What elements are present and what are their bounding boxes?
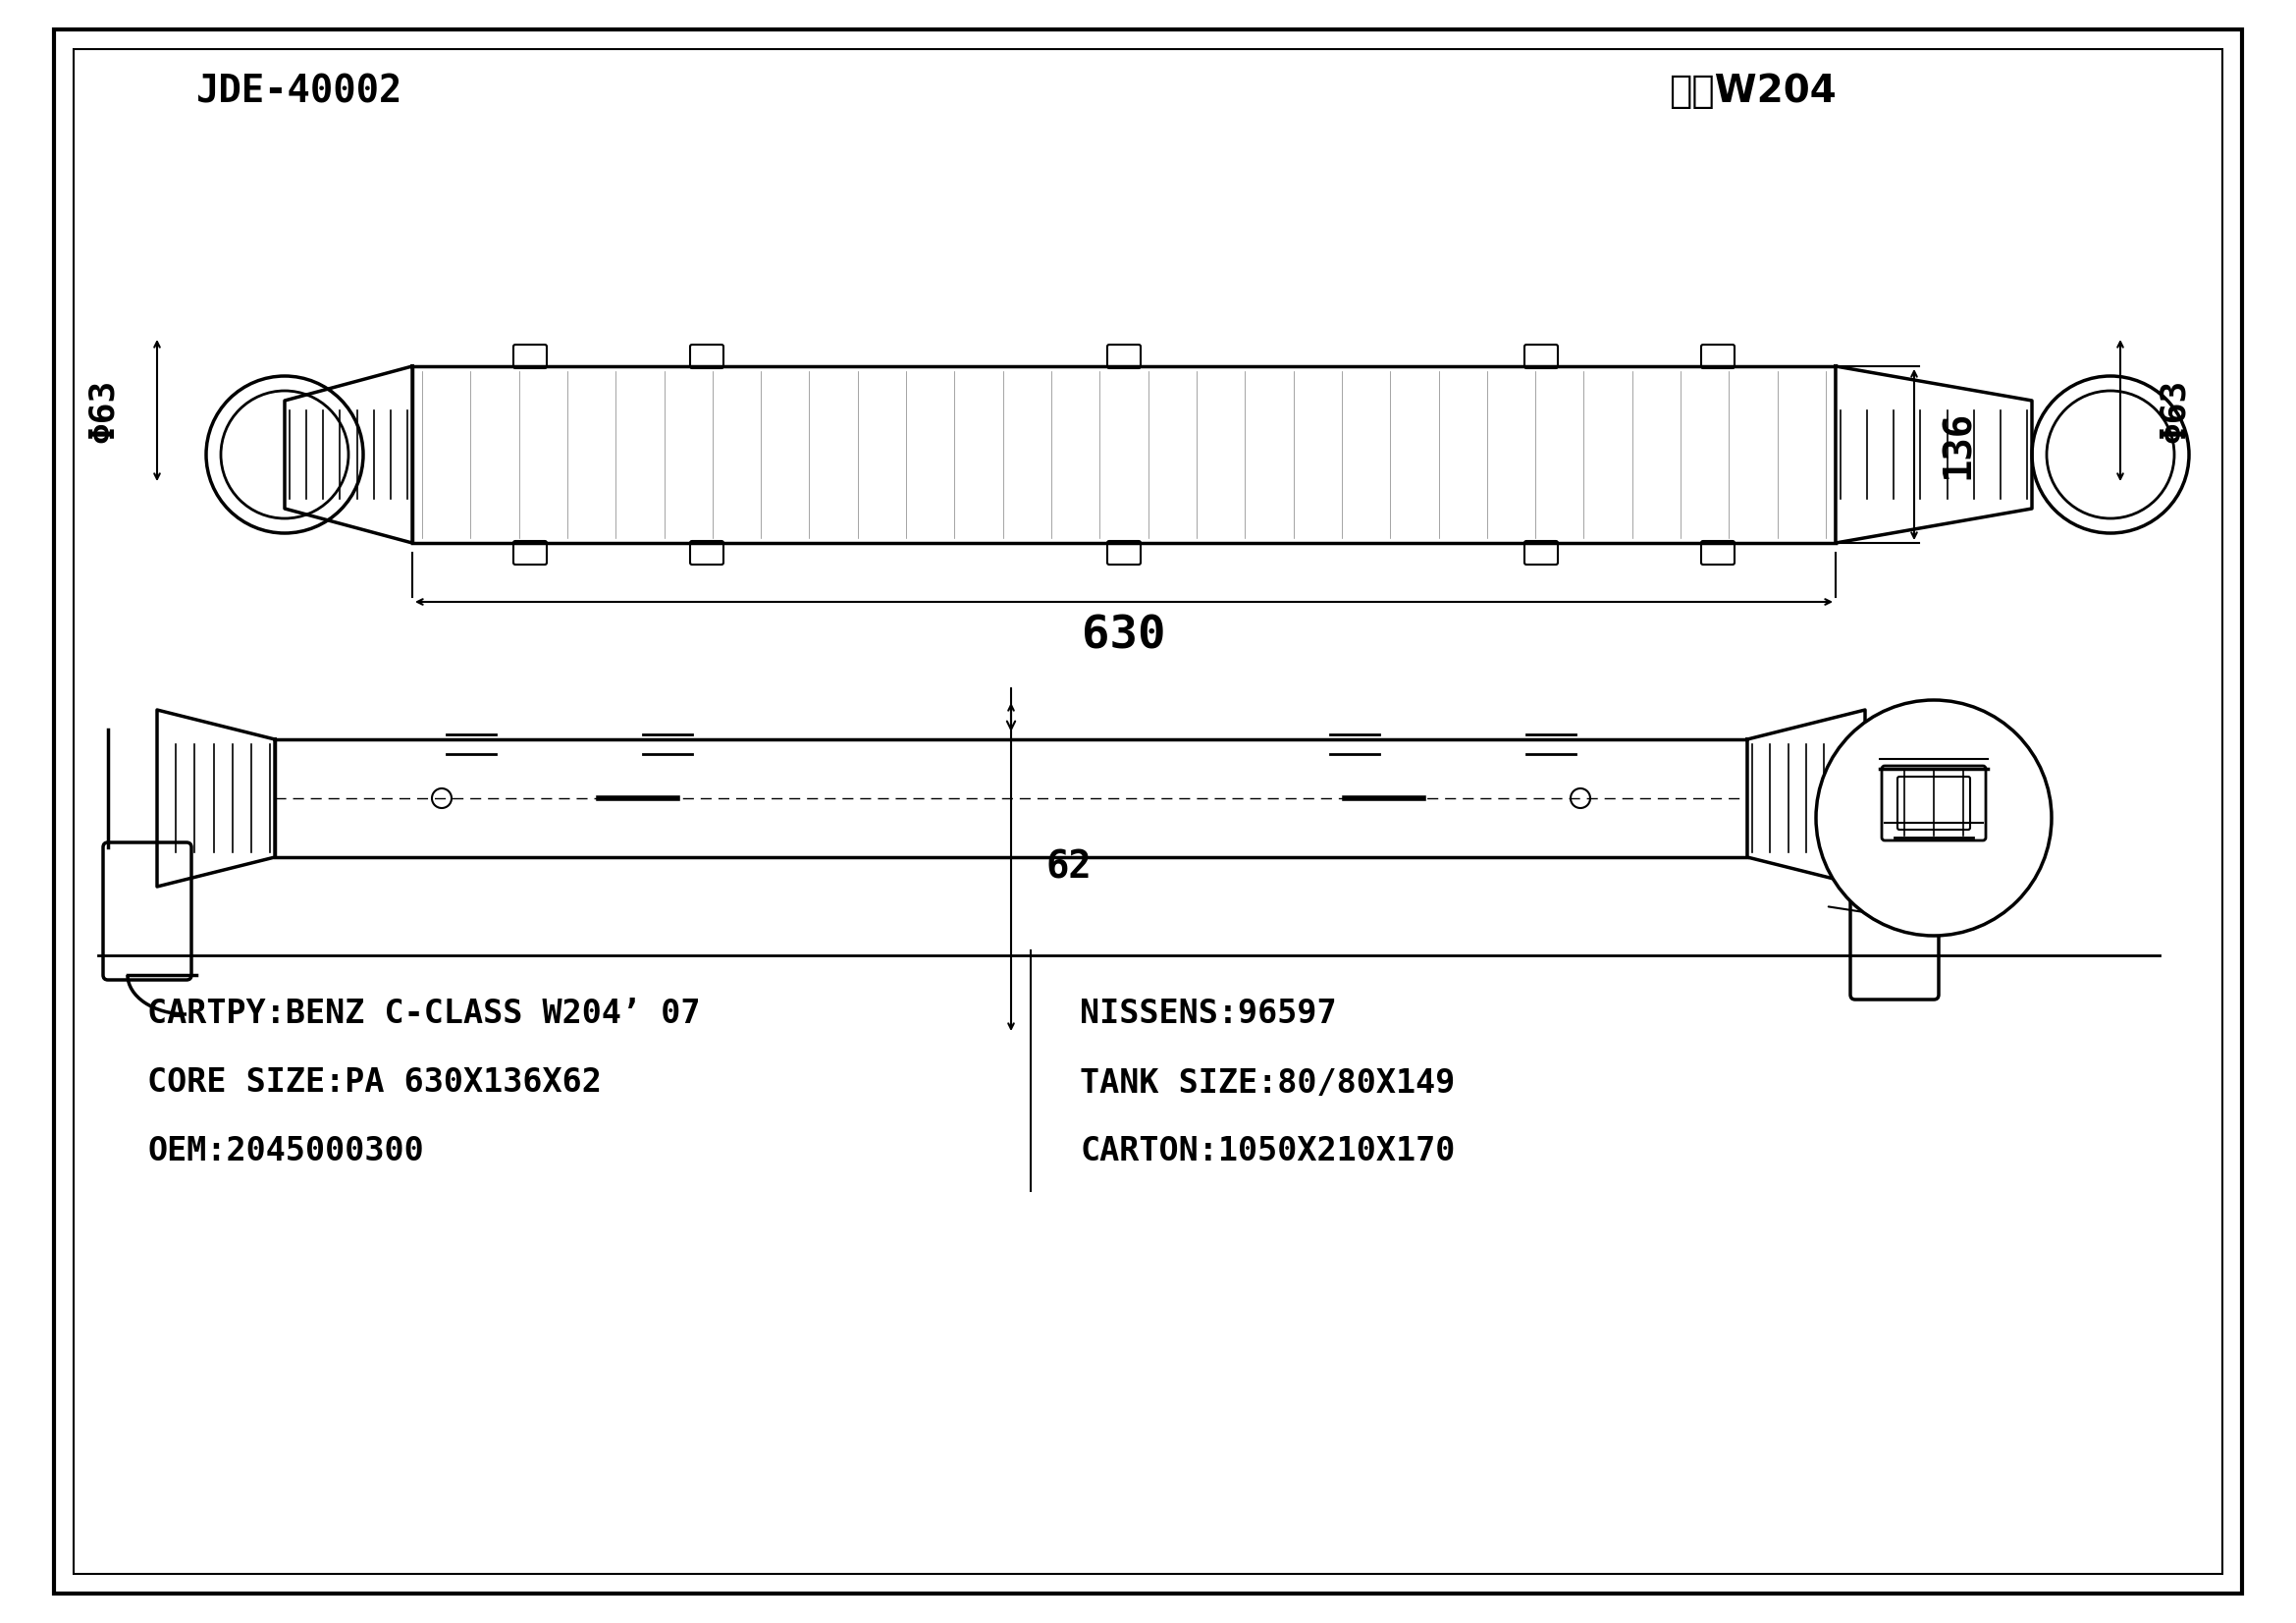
Bar	[413, 367, 1835, 544]
Text: 136: 136	[1940, 411, 1977, 479]
Polygon shape	[1747, 709, 1864, 886]
Polygon shape	[156, 709, 276, 886]
Text: JDE-40002: JDE-40002	[197, 73, 402, 110]
Circle shape	[1816, 700, 2053, 936]
Text: 奔驰W204: 奔驰W204	[1669, 73, 1837, 110]
Text: CARTPY:BENZ C-CLASS W204’ 07: CARTPY:BENZ C-CLASS W204’ 07	[147, 998, 700, 1031]
Text: TANK SIZE:80/80X149: TANK SIZE:80/80X149	[1079, 1066, 1456, 1099]
Polygon shape	[1835, 367, 2032, 544]
Bar	[276, 740, 1747, 857]
Text: Φ63: Φ63	[2158, 378, 2190, 443]
Text: NISSENS:96597: NISSENS:96597	[1079, 998, 1336, 1031]
Text: CORE SIZE:PA 630X136X62: CORE SIZE:PA 630X136X62	[147, 1066, 602, 1099]
Text: Φ63: Φ63	[87, 378, 119, 443]
Polygon shape	[285, 367, 413, 544]
Text: 62: 62	[1045, 849, 1091, 886]
Text: OEM:2045000300: OEM:2045000300	[147, 1136, 425, 1169]
Text: 630: 630	[1081, 613, 1166, 659]
Text: CARTON:1050X210X170: CARTON:1050X210X170	[1079, 1136, 1456, 1169]
